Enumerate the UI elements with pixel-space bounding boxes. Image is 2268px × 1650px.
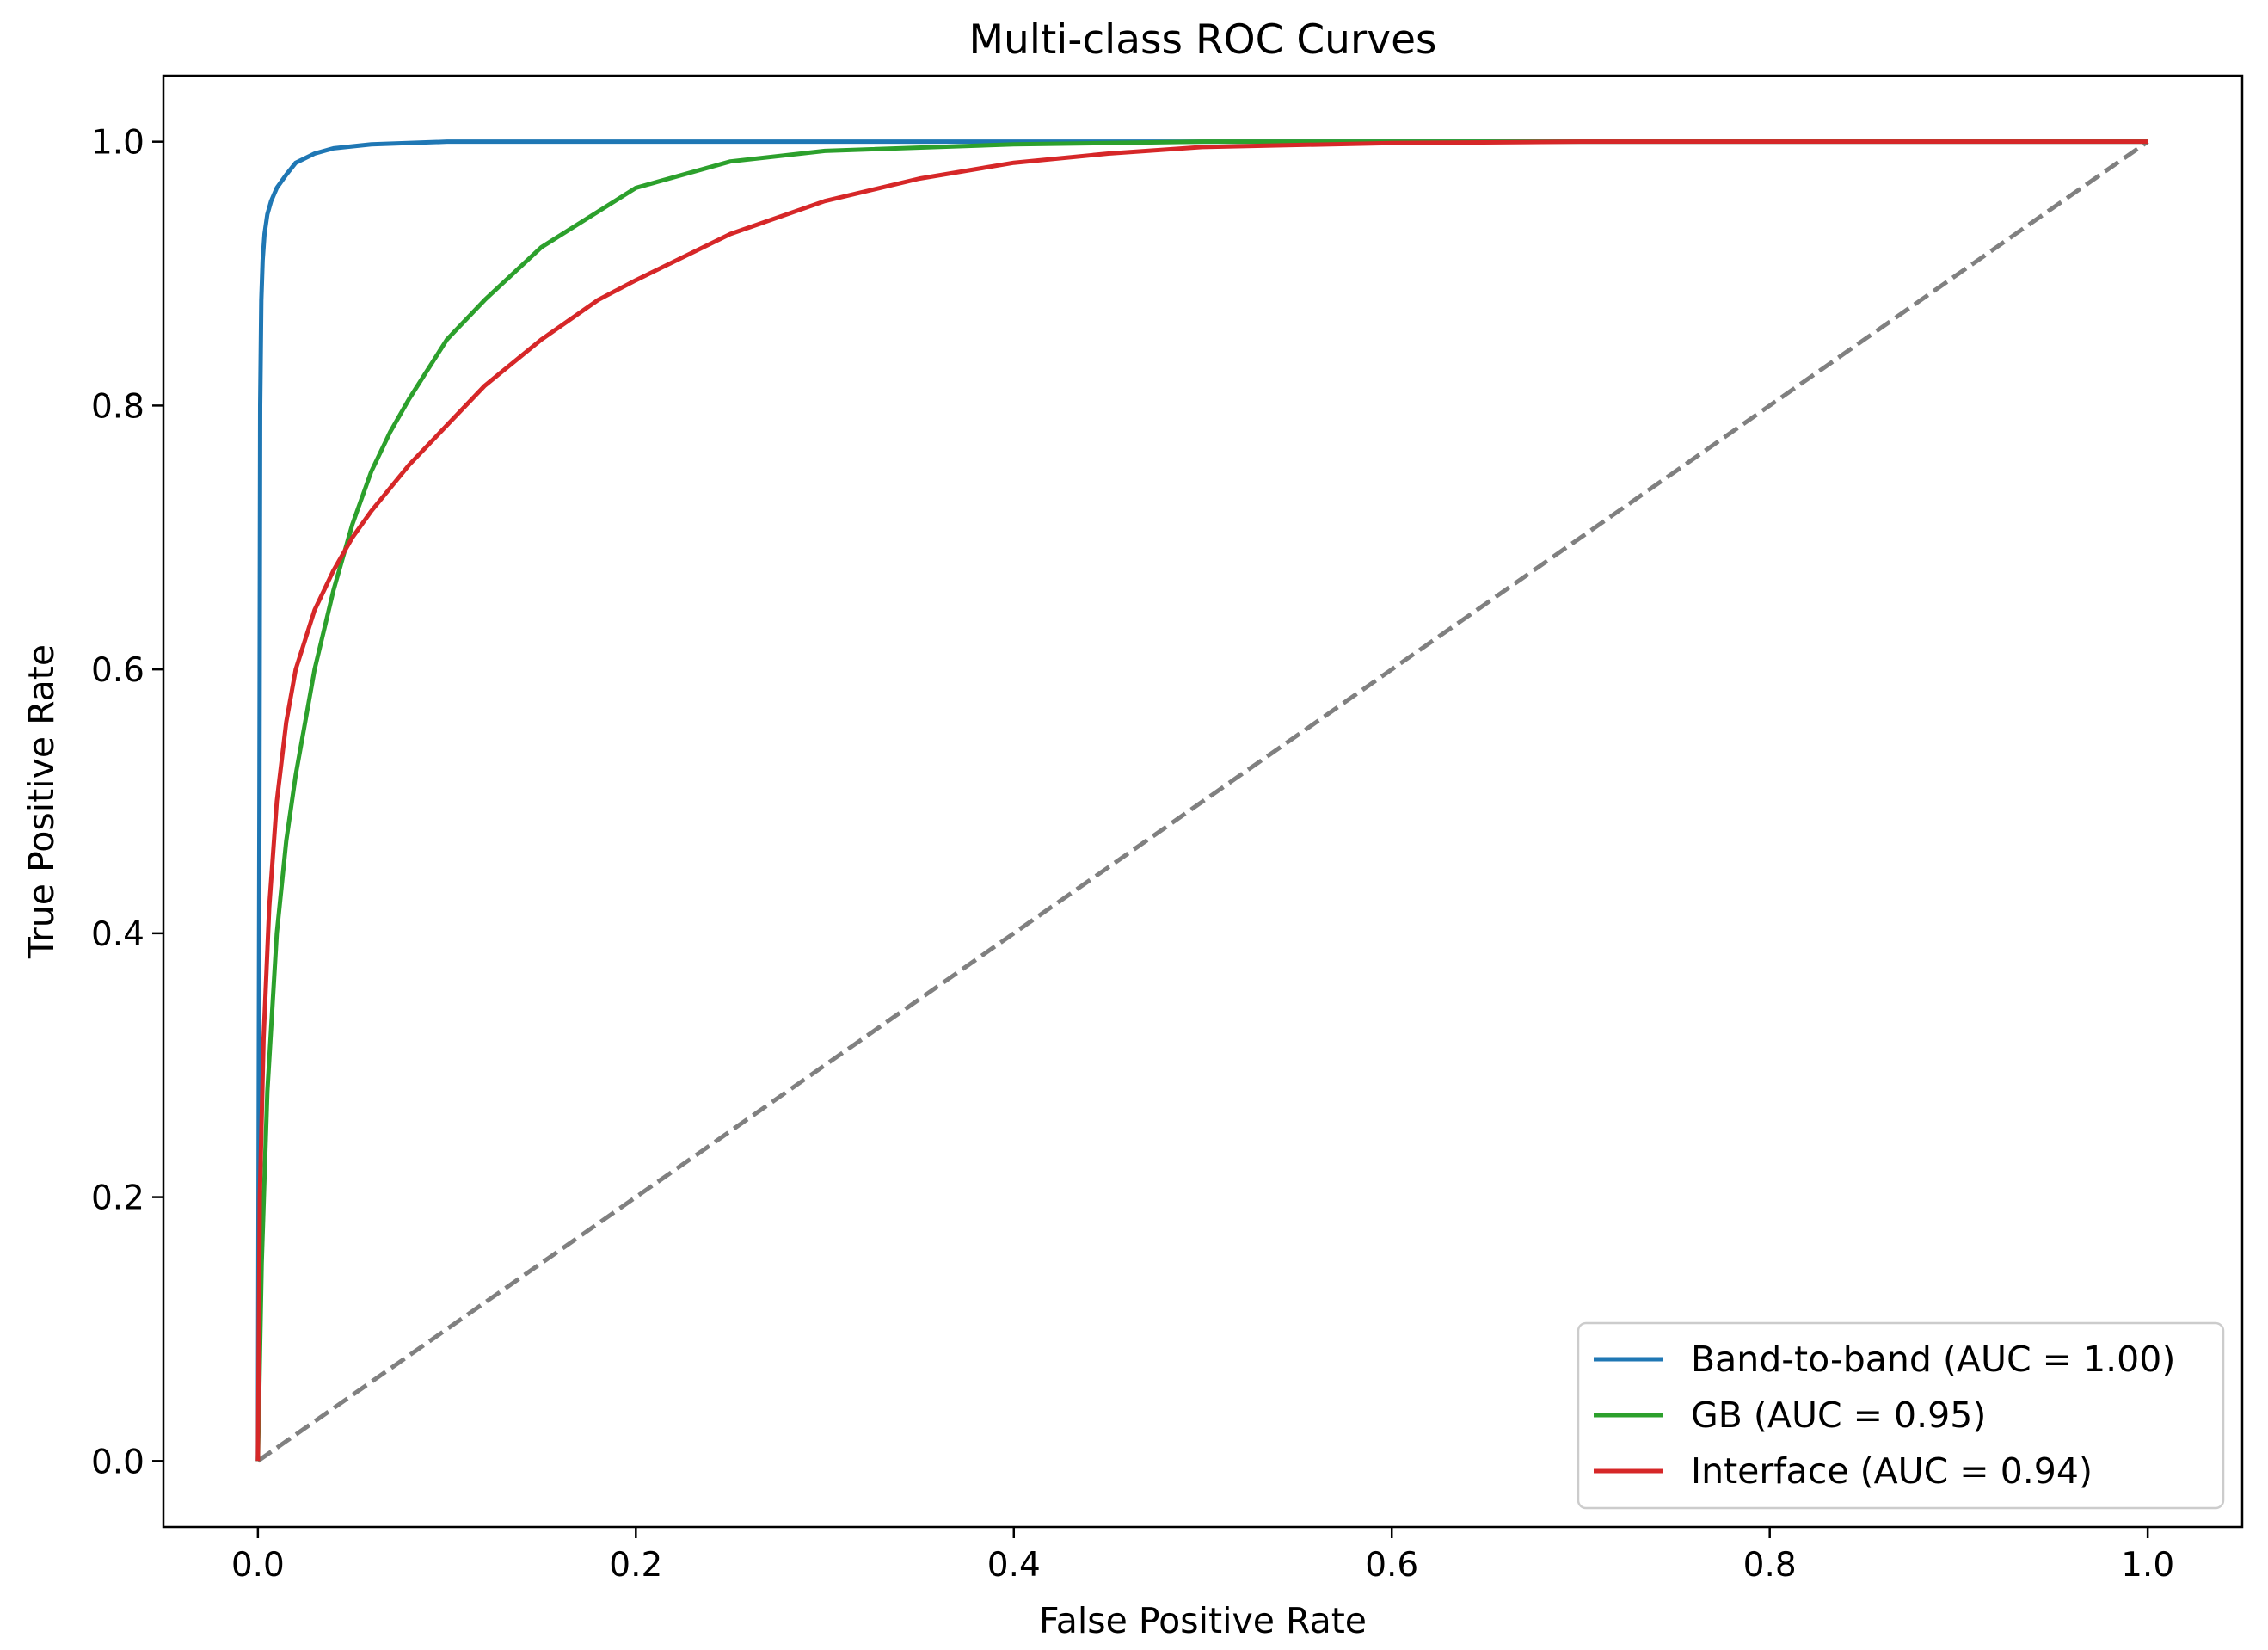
x-tick-label: 0.2 [609,1546,662,1585]
y-tick-label: 0.8 [91,387,144,426]
plot-frame [162,74,2244,1529]
y-tick-label: 1.0 [91,124,144,163]
series-line-2 [255,139,2148,1462]
legend-label: Interface (AUC = 0.94) [1691,1450,2093,1492]
axes: 0.0 0.2 0.4 0.6 0.8 1.0 0.0 0.2 0.4 0.6 0.8 1.0 [91,74,2244,1585]
legend-entry: GB (AUC = 0.95) [1594,1394,1986,1436]
y-tick-label: 0.6 [91,651,144,690]
legend-entry: Interface (AUC = 0.94) [1594,1450,2093,1492]
series-line-0 [255,139,2148,1462]
legend-entry: Band-to-band (AUC = 1.00) [1594,1339,2175,1380]
x-tick-label: 1.0 [2121,1546,2174,1585]
legend-box [1577,1321,2225,1510]
y-tick-label: 0.4 [91,915,144,954]
y-tick-label: 0.0 [91,1443,144,1481]
x-tick-label: 0.8 [1743,1546,1797,1585]
x-tick-label: 0.6 [1365,1546,1418,1585]
legend-label: GB (AUC = 0.95) [1691,1394,1986,1436]
x-tick-label: 0.4 [987,1546,1041,1585]
plot-area [255,139,2149,1463]
legend: Band-to-band (AUC = 1.00) GB (AUC = 0.95)… [1577,1321,2225,1510]
y-axis-label: True Positive Rate [21,644,62,959]
chart-title: Multi-class ROC Curves [968,16,1436,64]
legend-label: Band-to-band (AUC = 1.00) [1691,1339,2175,1380]
y-tick-label: 0.2 [91,1179,144,1218]
x-axis-label: False Positive Rate [1039,1600,1367,1641]
series-line-1 [255,139,2148,1462]
chance-diagonal-line [256,139,2149,1463]
x-tick-label: 0.0 [231,1546,285,1585]
